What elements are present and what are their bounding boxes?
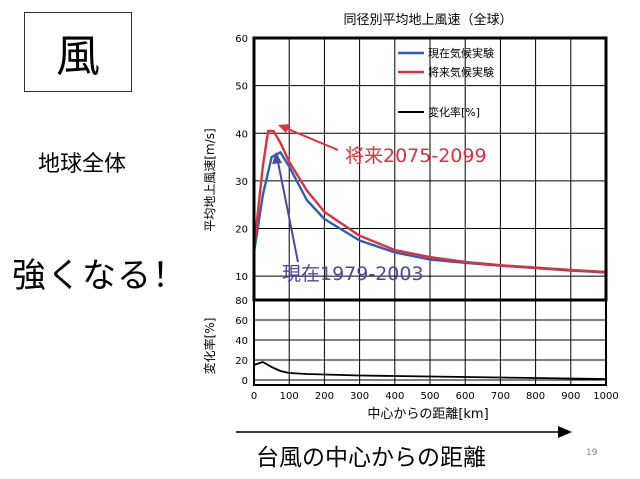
p0-y-tick-label: 20 — [235, 225, 248, 236]
x-tick-label: 200 — [315, 391, 334, 402]
x-tick-label: 600 — [456, 391, 475, 402]
legend-label-future: 将来気候実験 — [428, 65, 494, 79]
x-tick-label: 400 — [385, 391, 404, 402]
p1-y-tick-label: 0 — [242, 376, 248, 387]
annotation-future-label: 将来2075-2099 — [345, 145, 487, 167]
annotation-current: 現在1979-2003 — [272, 152, 424, 285]
legend-label-current: 現在気候実験 — [428, 46, 494, 60]
x-tick-label: 700 — [491, 391, 510, 402]
distance-arrow — [236, 426, 572, 438]
x-tick-label: 300 — [350, 391, 369, 402]
p0-y-tick-label: 60 — [235, 34, 248, 45]
x-tick-label: 800 — [526, 391, 545, 402]
distance-arrowhead — [558, 426, 572, 438]
annotation-current-label: 現在1979-2003 — [282, 263, 424, 285]
p1-y-tick-label: 40 — [235, 336, 248, 347]
legend-label-change: 変化率[%] — [428, 105, 480, 119]
chart-title: 同径別平均地上風速（全球） — [343, 12, 512, 28]
upper-panel-grid: 10 20 30 40 50 60 — [235, 34, 607, 300]
p1-y-tick-label: 20 — [235, 356, 248, 367]
x-tick-label: 500 — [420, 391, 439, 402]
upper-y-axis-label: 平均地上風速[m/s] — [203, 128, 217, 231]
x-tick-label: 0 — [251, 391, 257, 402]
series-line-p0-1 — [252, 129, 607, 274]
p1-y-tick-label: 80 — [235, 296, 248, 307]
x-axis-label: 中心からの距離[km] — [367, 407, 488, 422]
p0-y-tick-label: 10 — [235, 272, 248, 283]
annotation-future-arrowhead — [278, 124, 290, 133]
p1-y-tick-label: 60 — [235, 316, 248, 327]
title-kanji-box: 風 — [24, 12, 132, 92]
x-tick-label: 100 — [280, 391, 299, 402]
bottom-caption: 台風の中心からの距離 — [256, 445, 486, 471]
title-kanji: 風 — [56, 31, 100, 82]
p0-y-tick-label: 30 — [235, 177, 248, 188]
p0-y-tick-label: 50 — [235, 82, 248, 93]
legend: 現在気候実験 将来気候実験 変化率[%] — [398, 46, 494, 119]
annotation-current-arrow — [276, 156, 299, 263]
x-tick-label: 900 — [561, 391, 580, 402]
headline-text: 強くなる！ — [12, 256, 187, 296]
series-line-p1-0 — [253, 361, 607, 380]
annotation-current-arrowhead — [272, 152, 282, 164]
lower-panel-grid: 0 100 200 300 400 500 600 700 800 900 1000 0 20 40 60 8… — [235, 296, 618, 402]
annotation-future: 将来2075-2099 — [278, 124, 487, 167]
lower-y-axis-label: 変化率[%] — [202, 318, 217, 375]
annotation-future-arrow — [282, 126, 339, 151]
series-layer — [252, 129, 607, 380]
x-tick-label: 1000 — [593, 391, 618, 402]
p0-y-tick-label: 40 — [235, 129, 248, 140]
lower-panel-frame — [253, 299, 607, 386]
slide-number: 19 — [586, 448, 598, 458]
scope-label: 地球全体 — [38, 152, 127, 177]
